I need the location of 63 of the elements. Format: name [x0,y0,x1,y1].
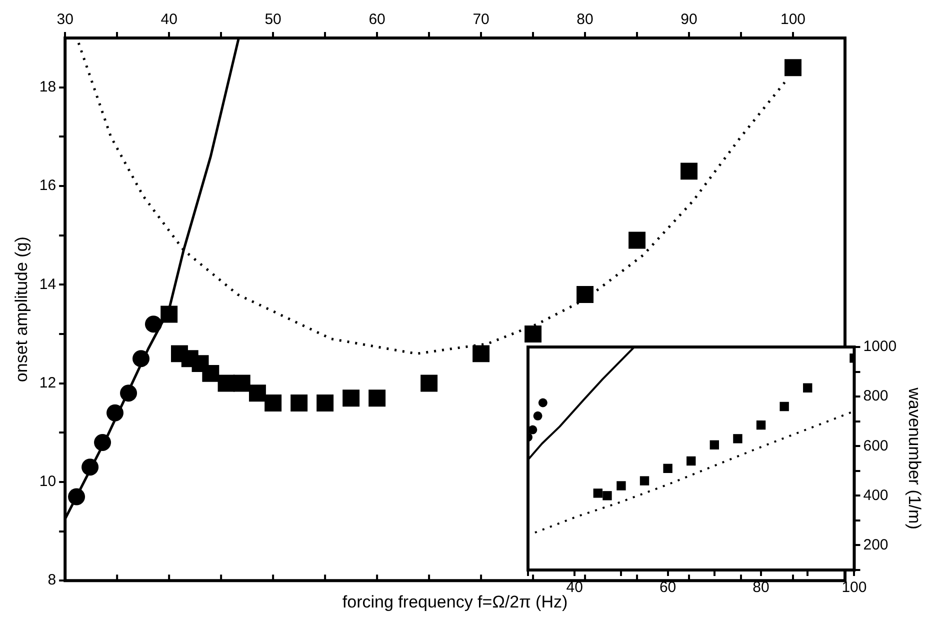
point [576,286,594,303]
point [602,491,612,500]
point [640,476,650,486]
y-axis-title: wavenumber (1/m) [905,386,924,530]
x-tick-label: 40 [566,579,583,596]
x-axis-title: forcing frequency f=Ω/2π (Hz) [342,592,568,612]
y-tick-label: 12 [39,374,56,392]
point [784,59,802,76]
point [82,458,99,476]
point [218,374,235,392]
point [290,394,308,412]
point [780,402,789,412]
point [628,232,646,249]
x-tick-label: 100 [780,11,806,28]
point [803,383,812,392]
point [420,374,438,392]
point [160,306,178,323]
point [144,316,162,333]
point [248,384,266,402]
point [264,394,282,412]
y-tick-label: 8 [48,572,56,589]
point [472,345,490,362]
point [756,420,766,430]
y-tick-label: 200 [863,536,888,554]
point [533,411,542,420]
x-tick-label: 60 [368,11,386,28]
y-tick-label: 600 [863,437,888,454]
y-tick-label: 10 [39,473,56,490]
y-tick-label: 14 [39,276,56,293]
x-tick-label: 100 [842,579,867,596]
x-tick-label: 40 [160,11,178,28]
y-axis-title: onset amplitude (g) [12,236,31,382]
point [120,384,138,402]
x-tick-label: 30 [56,11,74,28]
point [202,364,220,382]
point [616,481,626,490]
x-tick-label: 50 [264,11,282,28]
point [233,374,250,392]
point [106,404,124,422]
point [368,390,386,407]
x-tick-label: 60 [659,579,676,596]
x-tick-label: 90 [680,11,698,28]
point [68,488,86,506]
point [132,350,150,368]
y-tick-label: 1000 [863,338,897,356]
x-tick-label: 80 [752,579,770,596]
y-tick-label: 16 [39,177,56,194]
y-tick-label: 800 [863,388,888,405]
point [710,440,720,450]
point [538,398,548,408]
x-tick-label: 80 [576,11,594,28]
point [733,434,742,444]
point [524,325,542,342]
point [593,488,603,498]
point [686,456,696,466]
y-tick-label: 400 [863,486,888,504]
x-tick-label: 70 [472,11,490,28]
point [663,464,672,474]
point [316,394,334,412]
point [342,390,360,407]
y-tick-label: 18 [39,78,56,96]
point [94,434,112,451]
point [680,162,698,180]
